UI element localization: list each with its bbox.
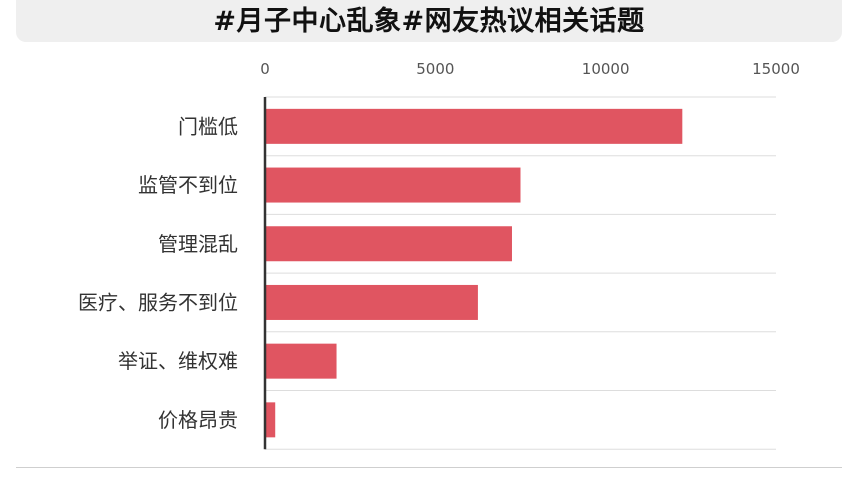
category-label: 管理混乱	[158, 232, 238, 256]
category-label: 举证、维权难	[118, 349, 238, 373]
gridlines	[265, 96, 776, 450]
bar	[265, 226, 512, 262]
category-label: 医疗、服务不到位	[78, 290, 238, 314]
bars	[265, 108, 683, 438]
category-label: 监管不到位	[138, 173, 238, 197]
x-tick-label: 5000	[416, 60, 454, 78]
category-label: 门槛低	[178, 114, 238, 138]
bar	[265, 402, 276, 438]
x-tick-label: 10000	[582, 60, 630, 78]
bar	[265, 343, 337, 379]
bar	[265, 108, 683, 144]
x-tick-label: 15000	[752, 60, 800, 78]
chart-title: #月子中心乱象#网友热议相关话题	[213, 5, 645, 37]
title-banner: #月子中心乱象#网友热议相关话题	[16, 0, 842, 42]
bar	[265, 284, 478, 320]
bottom-divider	[16, 467, 842, 468]
category-label: 价格昂贵	[158, 408, 238, 432]
bar	[265, 167, 521, 203]
x-tick-labels: 0 5000 10000 15000	[260, 60, 800, 78]
x-tick-label: 0	[260, 60, 270, 78]
